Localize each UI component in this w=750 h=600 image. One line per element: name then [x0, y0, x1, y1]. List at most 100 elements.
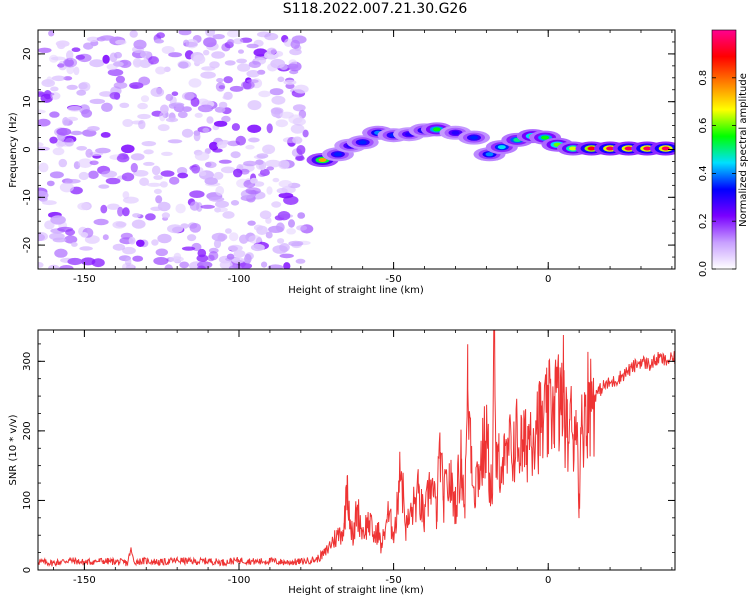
noise-cell [236, 58, 248, 64]
noise-cell [80, 257, 96, 266]
noise-cell [262, 144, 276, 155]
noise-cell [38, 162, 49, 173]
noise-cell [146, 182, 162, 187]
noise-cell [275, 222, 285, 233]
noise-cell [246, 79, 259, 84]
noise-cell [247, 124, 262, 133]
noise-cell [292, 104, 306, 112]
noise-cell [157, 124, 170, 132]
noise-cell [155, 195, 163, 204]
noise-cell [253, 48, 268, 57]
noise-cell [258, 172, 266, 177]
noise-cell [191, 164, 201, 174]
noise-cell [247, 100, 262, 111]
colorbar-tick-label: 0.6 [698, 118, 709, 134]
noise-cell [38, 262, 44, 268]
noise-cell [211, 51, 226, 59]
noise-cell [42, 200, 57, 206]
noise-cell [169, 176, 180, 185]
signal-cell [587, 146, 596, 151]
noise-cell [233, 250, 246, 258]
noise-cell [248, 61, 261, 68]
noise-cell [185, 39, 199, 49]
chart-title: S118.2022.007.21.30.G26 [282, 1, 468, 17]
noise-cell [131, 219, 146, 229]
signal-cell [541, 135, 550, 140]
noise-cell [228, 244, 243, 252]
noise-cell [258, 90, 271, 98]
noise-cell [290, 39, 301, 50]
noise-cell [115, 75, 125, 84]
signal-cell [569, 146, 577, 151]
x-tick-label: 0 [545, 274, 551, 285]
noise-cell [215, 185, 225, 196]
noise-cell [76, 146, 88, 151]
x-tick-label: -50 [385, 274, 401, 285]
signal-cell [661, 146, 670, 151]
noise-cell [238, 49, 244, 54]
noise-cell [159, 112, 166, 122]
noise-cell [183, 39, 190, 47]
noise-cell [75, 54, 86, 60]
x-tick-label: -100 [228, 274, 251, 285]
noise-cell [160, 104, 169, 114]
noise-cell [213, 239, 222, 249]
noise-cell [248, 137, 260, 143]
noise-cell [89, 59, 105, 68]
noise-cell [59, 265, 74, 269]
noise-cell [48, 30, 55, 37]
noise-cell [130, 162, 138, 173]
noise-cell [67, 257, 83, 266]
noise-cell [208, 196, 225, 202]
noise-cell [133, 39, 147, 50]
noise-cell [54, 248, 68, 258]
noise-cell [178, 30, 192, 36]
y-tick-label: 0 [22, 146, 33, 152]
noise-cell [194, 151, 210, 161]
noise-cell [52, 147, 65, 156]
snr-plot-area [38, 330, 675, 568]
noise-cell [56, 127, 72, 136]
colorbar-label: Normalized spectral amplitude [738, 73, 749, 227]
noise-cell [239, 234, 249, 244]
noise-cell [164, 264, 173, 269]
y-tick-label: 300 [22, 352, 33, 371]
noise-cell [230, 200, 240, 206]
noise-cell [145, 213, 156, 221]
noise-cell [156, 32, 166, 39]
noise-cell [193, 54, 206, 65]
noise-cell [266, 123, 273, 134]
noise-cell [113, 61, 124, 67]
noise-cell [155, 248, 168, 257]
noise-cell [276, 187, 288, 194]
colorbar-tick-label: 0.0 [698, 261, 709, 277]
noise-cell [100, 132, 111, 138]
noise-cell [115, 39, 127, 45]
noise-cell [78, 82, 88, 90]
colorbar-axes: 0.0 0.2 0.4 0.6 0.8 [698, 70, 736, 277]
colorbar [711, 29, 737, 270]
noise-cell [50, 86, 59, 92]
noise-cell [165, 117, 179, 123]
noise-cell [46, 76, 53, 85]
noise-cell [130, 153, 145, 161]
noise-cell [52, 237, 67, 243]
noise-cell [181, 246, 196, 251]
noise-cell [278, 180, 293, 188]
noise-cell [77, 202, 91, 211]
signal-cell [624, 146, 633, 151]
noise-cell [155, 66, 166, 75]
noise-cell [215, 82, 226, 92]
noise-cell [46, 180, 55, 187]
noise-cell [120, 232, 133, 240]
noise-cell [173, 252, 182, 261]
heatmap-cells [38, 30, 675, 269]
signal-cell [333, 152, 342, 157]
noise-cell [67, 105, 83, 112]
snr-series-line [38, 330, 675, 568]
noise-cell [122, 246, 136, 255]
y-tick-label: -10 [22, 189, 33, 205]
noise-cell [200, 71, 216, 79]
colorbar-tick-label: 0.8 [698, 70, 709, 86]
